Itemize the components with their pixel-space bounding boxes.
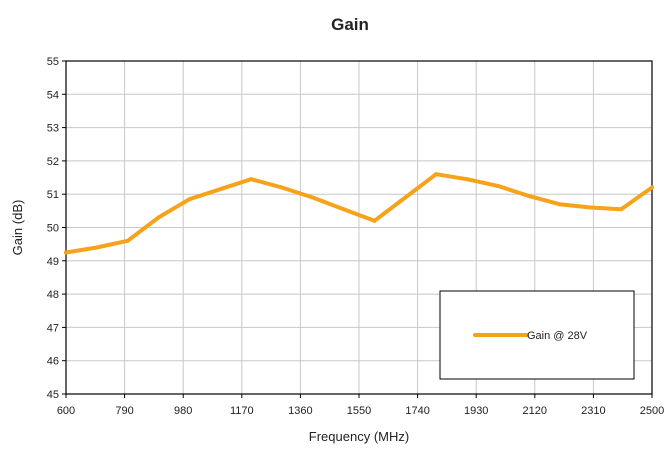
x-tick-label: 980 [174,405,192,417]
data-point [125,238,130,243]
y-tick-label: 52 [47,156,59,168]
data-point [218,187,223,192]
x-tick-label: 600 [57,405,75,417]
data-point [341,207,346,212]
x-tick-label: 2500 [640,405,664,417]
data-point [64,250,68,255]
data-point [94,245,99,250]
y-tick-label: 50 [47,223,59,235]
x-tick-label: 1930 [464,405,488,417]
y-tick-label: 48 [47,289,59,301]
x-tick-label: 1360 [288,405,312,417]
y-tick-label: 45 [47,389,59,401]
data-point [650,185,654,190]
series-line-gain-28v [64,172,654,255]
y-tick-label: 51 [47,189,59,201]
x-axis-title: Frequency (MHz) [309,429,409,444]
data-point [279,185,284,190]
x-tick-label: 2120 [523,405,547,417]
y-tick-label: 53 [47,123,59,135]
y-tick-label: 55 [47,56,59,68]
legend: Gain @ 28V [439,290,635,380]
data-point [372,218,377,223]
data-point [526,193,531,198]
data-point [249,177,254,182]
data-point [495,183,500,188]
y-tick-label: 47 [47,322,59,334]
x-tick-label: 1550 [347,405,371,417]
x-tick-label: 2310 [581,405,605,417]
legend-label: Gain @ 28V [527,330,588,342]
y-tick-label: 46 [47,356,59,368]
data-point [619,207,624,212]
y-tick-label: 54 [47,89,59,101]
legend-box [439,290,635,380]
data-point [156,215,161,220]
y-tick-label: 49 [47,256,59,268]
data-point [434,172,439,177]
data-point [187,197,192,202]
data-point [557,202,562,207]
data-point [464,177,469,182]
data-point [588,205,593,210]
data-point [403,195,408,200]
y-axis-title: Gain (dB) [10,200,25,256]
x-tick-label: 790 [115,405,133,417]
series-layer [64,172,654,255]
axis-ticks: 600 790 980 1170 1360 1550 1740 1930 2120 2310 250… [47,56,664,417]
chart-title: Gain [331,15,369,34]
x-tick-label: 1170 [230,405,254,417]
x-tick-label: 1740 [405,405,429,417]
data-point [310,195,315,200]
